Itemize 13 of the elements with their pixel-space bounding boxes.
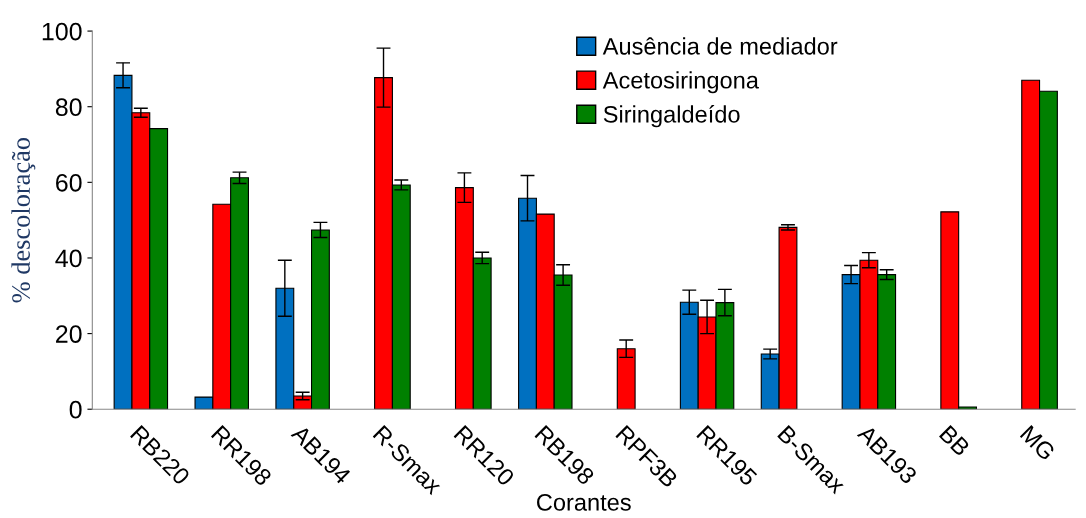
y-tick-label: 20 — [56, 325, 82, 343]
y-tick-label: 100 — [42, 22, 82, 41]
x-tick-label: MG — [1019, 424, 1056, 462]
y-tick-label: 0 — [69, 400, 82, 419]
y-tick-label: 80 — [55, 98, 82, 117]
legend-label: Acetosiringona — [602, 71, 759, 94]
x-tick-label: BB — [939, 425, 971, 457]
y-tick-label: 60 — [56, 173, 82, 192]
legend-label: Ausência de mediador — [602, 37, 838, 55]
legend-label: Siringaldeído — [603, 105, 740, 128]
y-axis-title: % descoloração — [11, 138, 36, 303]
y-tick-label: 40 — [55, 249, 82, 268]
x-axis-title: Corantes — [537, 494, 631, 511]
